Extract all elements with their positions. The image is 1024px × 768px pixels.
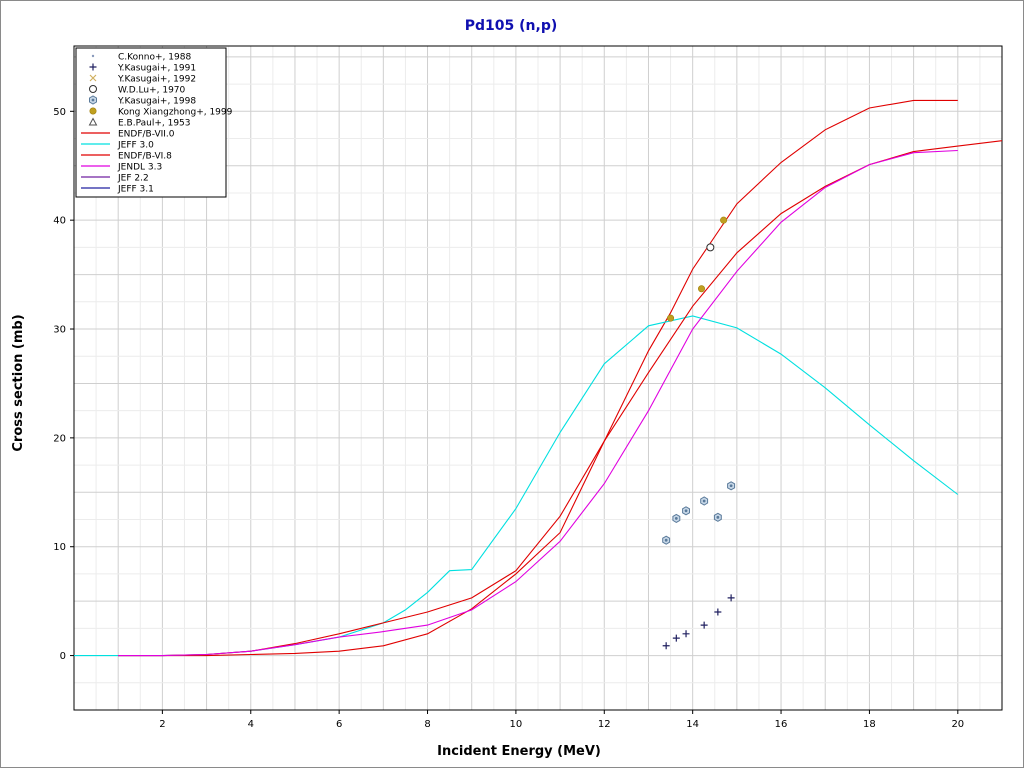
point-y-kasugai-1998 (727, 481, 736, 491)
point-y-kasugai-1998 (700, 496, 709, 506)
y-tick-labels: 0 10 20 30 40 50 (53, 107, 66, 662)
legend-label: JEFF 3.1 (117, 185, 154, 195)
legend-label: Kong Xiangzhong+, 1999 (118, 108, 233, 118)
legend-symbol-w-d-lu-1970 (89, 85, 97, 93)
legend-label: W.D.Lu+, 1970 (118, 86, 186, 96)
point-kong-xiangzhong-1999 (720, 216, 728, 224)
legend-label: Y.Kasugai+, 1998 (117, 97, 196, 107)
evaluation-curves (74, 99, 1003, 657)
legend-entry-jeff-3-0: JEFF 3.0 (81, 141, 154, 151)
legend-symbol-y-kasugai-1992 (89, 74, 97, 82)
legend-label: ENDF/B-VI.8 (118, 152, 172, 162)
legend-entry-y-kasugai-1992: Y.Kasugai+, 1992 (89, 74, 196, 85)
x-tick-label: 14 (686, 719, 699, 730)
point-kong-xiangzhong-1999 (698, 285, 706, 293)
legend-entry-kong-xiangzhong-1999: Kong Xiangzhong+, 1999 (89, 107, 233, 118)
legend-box (75, 47, 227, 198)
legend-entry-c-konno-1988: C.Konno+, 1988 (91, 53, 191, 63)
plot-frame (73, 45, 1003, 711)
curve-endf-b-vii-0 (118, 99, 958, 657)
y-tick-label: 20 (53, 433, 66, 444)
point-y-kasugai-1998 (672, 513, 681, 523)
y-tick-label: 40 (53, 216, 66, 227)
legend-symbol-e-b-paul-1953 (88, 117, 98, 126)
legend-entry-y-kasugai-1991: Y.Kasugai+, 1991 (89, 63, 196, 74)
legend-label: E.B.Paul+, 1953 (118, 119, 191, 129)
experimental-points (662, 216, 736, 650)
legend-entry-w-d-lu-1970: W.D.Lu+, 1970 (89, 85, 186, 96)
x-tick-labels: 2 4 6 8 10 12 14 16 18 20 (159, 719, 964, 730)
x-tick-label: 10 (510, 719, 523, 730)
point-y-kasugai-1998 (713, 512, 722, 522)
x-axis-title: Incident Energy (MeV) (437, 744, 601, 759)
legend-entry-jendl-3-3: JENDL 3.3 (81, 163, 162, 173)
point-y-kasugai-1991 (682, 630, 690, 638)
point-y-kasugai-1991 (727, 594, 735, 602)
point-y-kasugai-1991 (672, 634, 680, 642)
x-tick-label: 6 (336, 719, 342, 730)
legend-label: C.Konno+, 1988 (118, 53, 191, 63)
legend-symbol-y-kasugai-1998 (89, 95, 97, 105)
legend-label: Y.Kasugai+, 1991 (117, 64, 196, 74)
legend-entry-jeff-3-1: JEFF 3.1 (81, 185, 154, 195)
y-axis-title: Cross section (mb) (11, 314, 26, 451)
legend-entry-e-b-paul-1953: E.B.Paul+, 1953 (88, 117, 191, 129)
curve-jendl-3-3 (118, 149, 958, 657)
legend-label: JEFF 3.0 (117, 141, 154, 151)
x-tick-label: 8 (424, 719, 430, 730)
legend-label: ENDF/B-VII.0 (118, 130, 175, 140)
x-tick-label: 20 (951, 719, 964, 730)
y-tick-label: 10 (53, 542, 66, 553)
point-y-kasugai-1991 (700, 621, 708, 629)
legend-symbol-y-kasugai-1991 (89, 63, 97, 71)
axes (70, 45, 1003, 714)
point-w-d-lu-1970 (706, 243, 715, 252)
legend-entry-y-kasugai-1998: Y.Kasugai+, 1998 (89, 95, 196, 107)
point-y-kasugai-1991 (714, 608, 722, 616)
x-tick-label: 2 (159, 719, 165, 730)
y-tick-label: 0 (60, 651, 66, 662)
grid-lines (74, 46, 1003, 710)
legend-entry-jef-2-2: JEF 2.2 (81, 174, 149, 184)
y-tick-label: 30 (53, 325, 66, 336)
point-y-kasugai-1998 (662, 535, 671, 545)
chart-title: Pd105 (n,p) (465, 18, 557, 34)
y-tick-label: 50 (53, 107, 66, 118)
x-tick-label: 18 (863, 719, 876, 730)
x-tick-label: 12 (598, 719, 611, 730)
legend-symbol-c-konno-1988 (91, 54, 95, 58)
point-kong-xiangzhong-1999 (667, 314, 675, 322)
legend-symbol-kong-xiangzhong-1999 (89, 107, 97, 115)
x-tick-label: 4 (248, 719, 254, 730)
legend-entry-endf-b-vi-8: ENDF/B-VI.8 (81, 152, 172, 162)
legend-label: JENDL 3.3 (117, 163, 162, 173)
legend-label: JEF 2.2 (117, 174, 149, 184)
legend-label: Y.Kasugai+, 1992 (117, 75, 196, 85)
x-tick-label: 16 (775, 719, 788, 730)
legend-entry-endf-b-vii-0: ENDF/B-VII.0 (81, 130, 175, 140)
point-y-kasugai-1998 (682, 506, 690, 516)
point-y-kasugai-1991 (662, 642, 670, 650)
